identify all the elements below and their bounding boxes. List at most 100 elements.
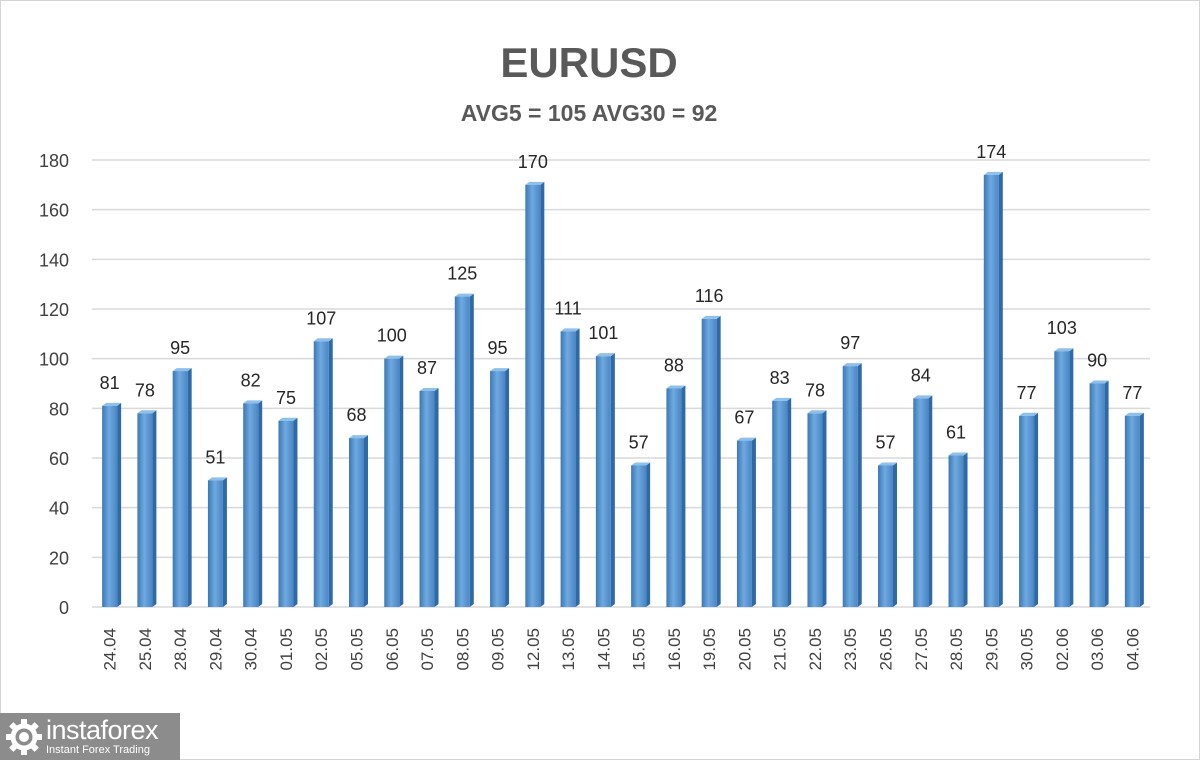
y-tick-label: 60	[49, 449, 69, 469]
bar-side	[610, 353, 615, 607]
x-tick-label: 02.05	[312, 628, 331, 671]
bar-top	[419, 387, 439, 391]
bar-top	[736, 437, 756, 441]
chart-subtitle: AVG5 = 105 AVG30 = 92	[461, 100, 718, 126]
data-label: 170	[518, 152, 548, 172]
bar-side	[1139, 412, 1144, 607]
bar-side	[434, 387, 439, 607]
bar-top	[772, 397, 792, 401]
x-tick-label: 13.05	[559, 628, 578, 671]
bar-side	[187, 368, 192, 607]
x-tick-label: 14.05	[594, 628, 613, 671]
bar-top	[384, 355, 404, 359]
data-label: 61	[946, 423, 966, 443]
x-tick-label: 09.05	[489, 628, 508, 671]
bar-top	[313, 338, 333, 342]
bar	[842, 366, 858, 607]
bar-side	[646, 462, 651, 607]
bar-top	[807, 410, 827, 414]
bar	[207, 480, 223, 607]
bar	[595, 356, 611, 607]
x-tick-label: 30.05	[1018, 628, 1037, 671]
bar-top	[349, 435, 368, 439]
bar-side	[399, 355, 404, 607]
x-tick-label: 21.05	[771, 628, 790, 671]
data-label: 68	[346, 405, 366, 425]
x-axis: 24.04 25.04 28.04 29.04 30.04 01.05 02.05 05.05…	[101, 628, 1143, 671]
bar-side	[1034, 412, 1039, 607]
data-label: 78	[135, 380, 155, 400]
bar-side	[1104, 380, 1109, 607]
bar-top	[490, 368, 510, 372]
bar-side	[963, 452, 968, 607]
y-tick-label: 120	[39, 300, 69, 320]
bar-top	[983, 171, 1003, 175]
bar	[913, 398, 929, 607]
bar-side	[258, 400, 263, 607]
x-tick-label: 01.05	[277, 628, 296, 671]
data-label: 111	[554, 298, 581, 318]
bar	[666, 388, 682, 607]
bar-top	[454, 293, 474, 297]
x-tick-label: 24.04	[101, 628, 120, 671]
y-tick-label: 20	[49, 548, 69, 568]
bar-side	[505, 368, 510, 607]
bar-top	[172, 368, 192, 372]
data-label: 100	[377, 326, 407, 346]
y-tick-label: 160	[39, 201, 69, 221]
gridlines	[92, 159, 1150, 608]
bar	[983, 174, 999, 607]
bar	[313, 341, 329, 607]
y-tick-label: 180	[39, 151, 69, 171]
y-axis: 0 20 40 60 80 100 120 140 160 180	[39, 151, 69, 618]
data-label: 87	[417, 358, 437, 378]
bar-side	[364, 435, 368, 607]
x-tick-label: 03.06	[1088, 628, 1107, 671]
bar-side	[751, 437, 756, 607]
y-tick-label: 0	[59, 598, 69, 618]
x-tick-label: 27.05	[912, 628, 931, 671]
bar	[384, 358, 400, 607]
bar-side	[540, 181, 545, 608]
data-label: 116	[695, 286, 724, 306]
bar-side	[787, 397, 792, 607]
data-label: 77	[1017, 383, 1037, 403]
x-tick-label: 06.05	[383, 628, 402, 671]
x-tick-label: 28.05	[947, 628, 966, 671]
data-label: 82	[241, 370, 261, 390]
bar	[736, 440, 752, 607]
bar-top	[207, 477, 227, 481]
bar	[878, 465, 893, 607]
bar-side	[293, 417, 298, 607]
bar-top	[278, 417, 298, 421]
x-tick-label: 20.05	[735, 628, 754, 671]
bar-top	[913, 395, 933, 399]
bar	[701, 318, 717, 607]
x-tick-label: 23.05	[841, 628, 860, 671]
bar	[807, 413, 823, 607]
bar-top	[701, 315, 721, 319]
bar-top	[1089, 380, 1109, 384]
data-label: 77	[1122, 383, 1142, 403]
bar-top	[842, 363, 862, 367]
bar	[172, 371, 188, 607]
data-label: 103	[1047, 318, 1077, 338]
data-label: 78	[805, 380, 825, 400]
x-tick-label: 30.04	[242, 628, 261, 671]
bar	[1089, 383, 1105, 607]
data-label: 101	[588, 323, 618, 343]
data-label: 125	[447, 264, 477, 284]
data-label: 75	[276, 388, 296, 408]
bar-top	[878, 462, 897, 466]
bar	[525, 184, 541, 608]
bar	[560, 331, 576, 607]
data-label: 90	[1087, 351, 1107, 371]
data-label: 83	[770, 368, 790, 388]
bar-top	[102, 402, 122, 406]
bar-side	[1069, 348, 1074, 607]
bar	[454, 296, 470, 607]
bar	[137, 413, 153, 607]
bar-side	[328, 338, 333, 607]
data-label: 51	[205, 447, 225, 467]
x-tick-label: 22.05	[806, 628, 825, 671]
